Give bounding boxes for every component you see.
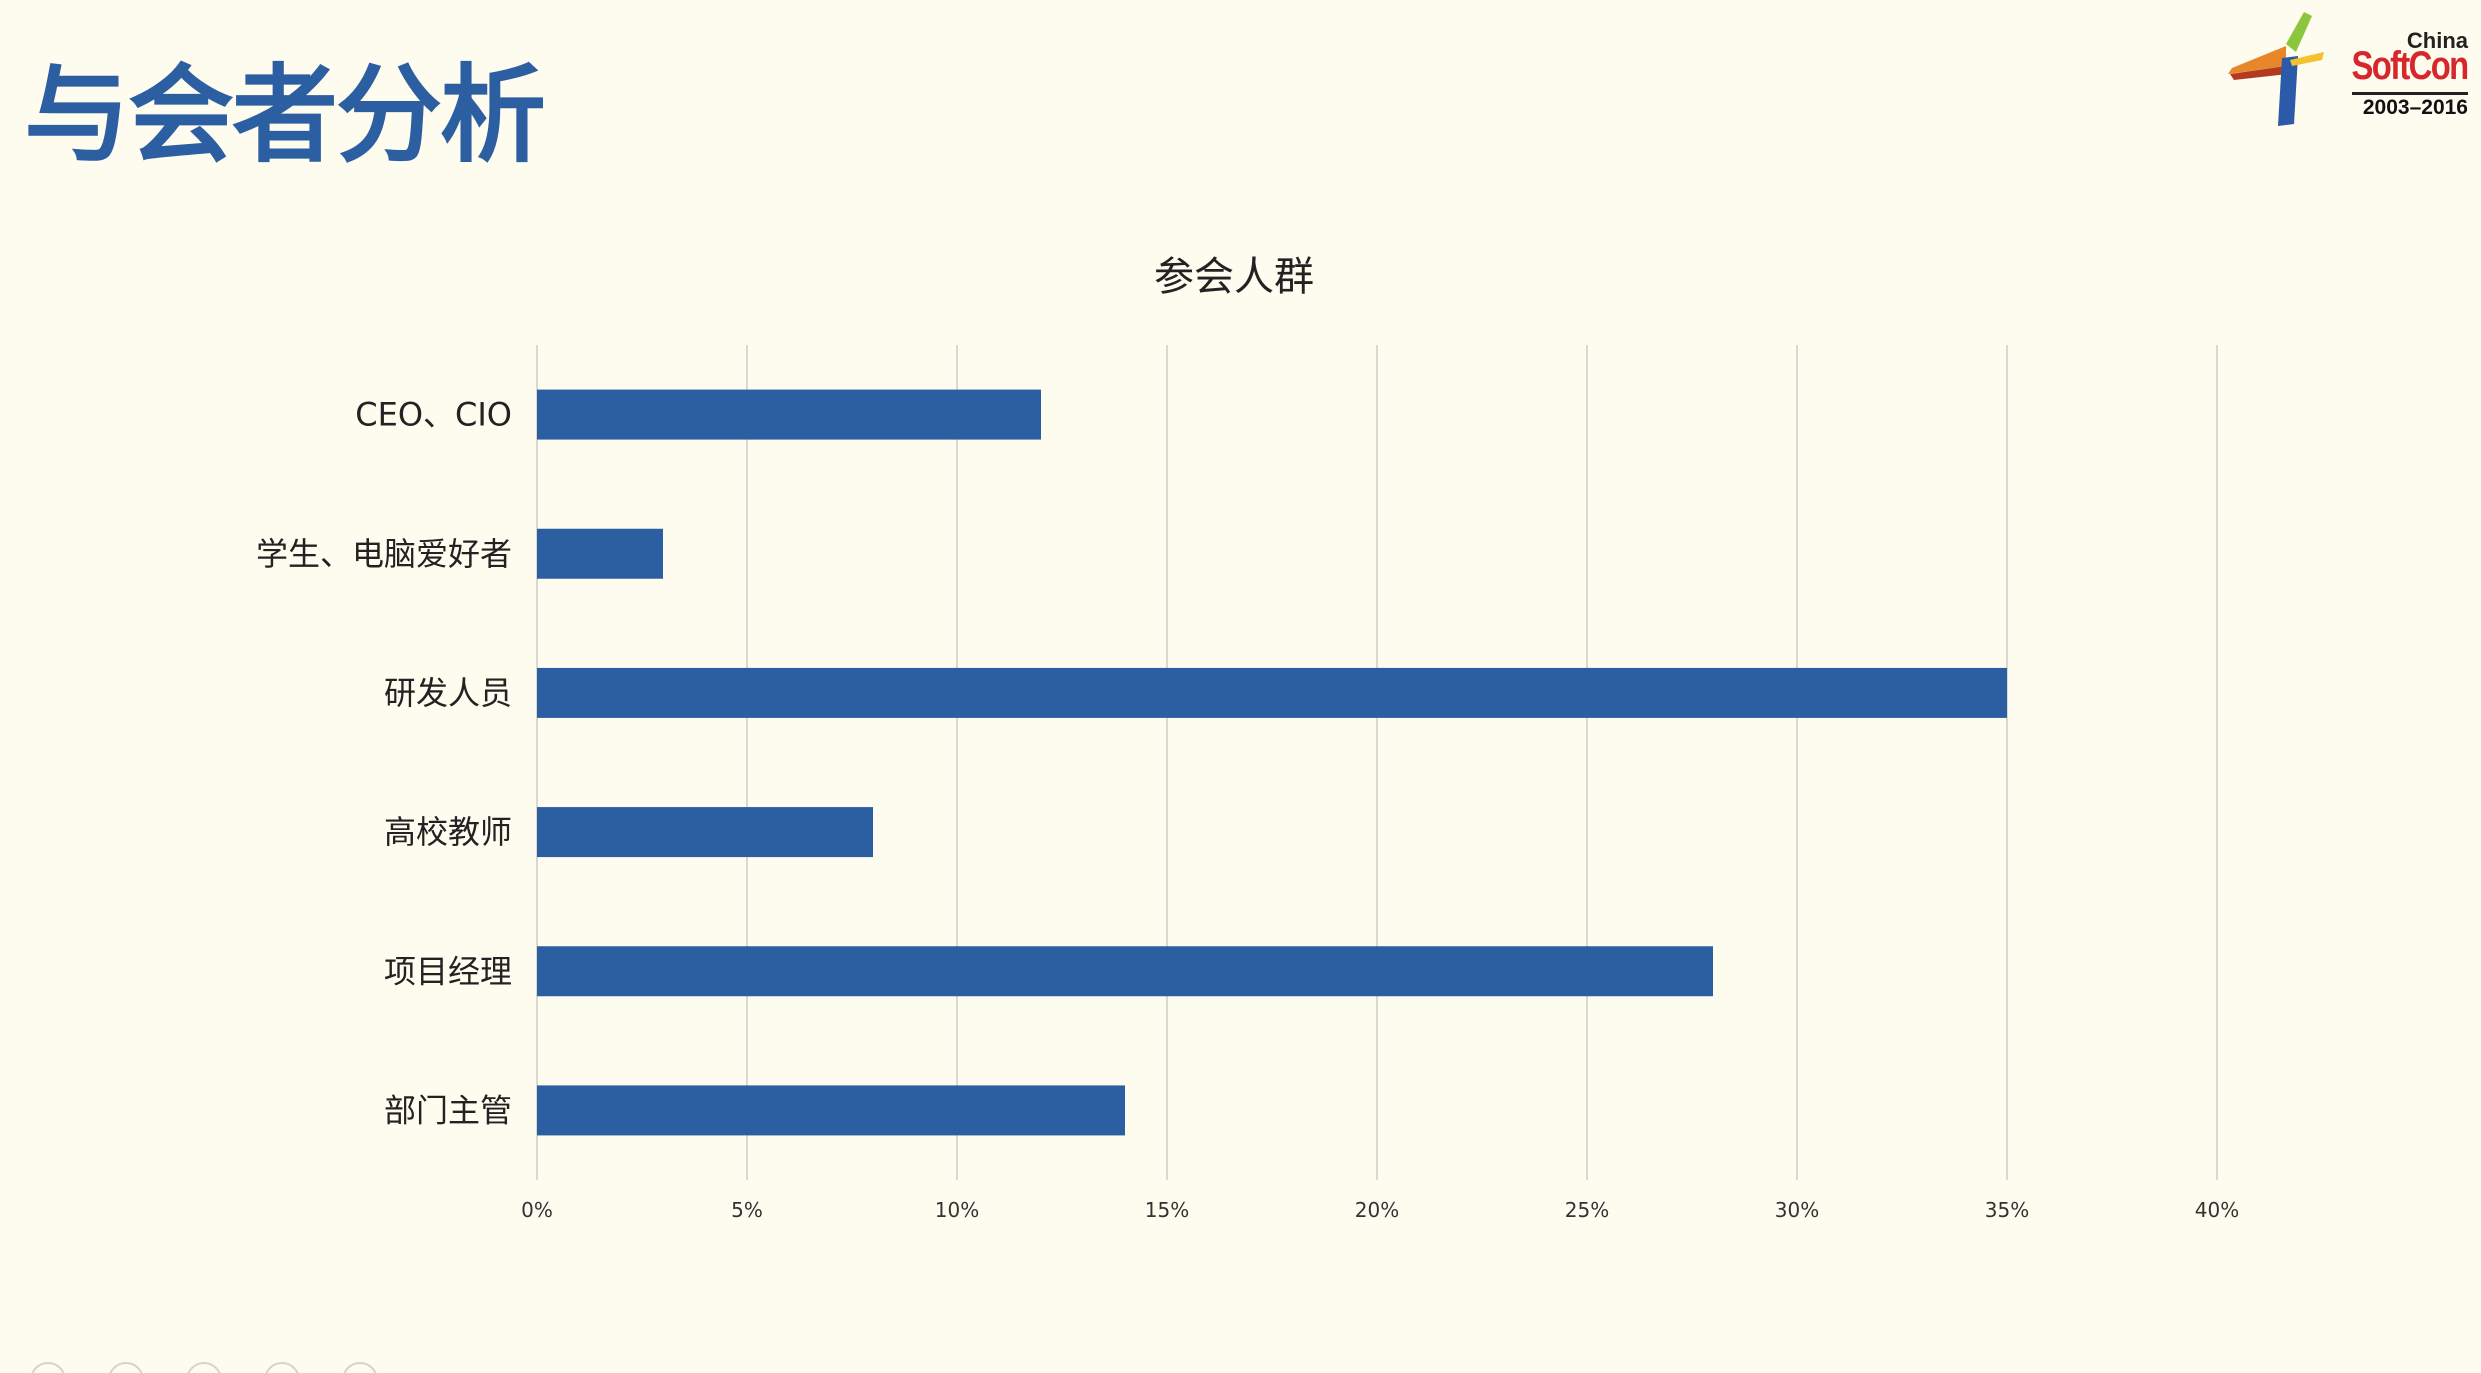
x-tick-label: 5% bbox=[731, 1198, 763, 1222]
logo-divider bbox=[2352, 92, 2468, 95]
bar bbox=[537, 528, 663, 579]
x-tick-label: 0% bbox=[521, 1198, 553, 1222]
x-tick-label: 25% bbox=[1565, 1198, 1609, 1222]
logo-region-text: China bbox=[2406, 28, 2468, 53]
category-label: 高校教师 bbox=[384, 813, 512, 851]
slide-title: 与会者分析 bbox=[24, 54, 546, 177]
logo-brand-text: SoftCon bbox=[2351, 44, 2470, 88]
chart-tick-labels: 0% 5% 10% 15% 20% 25% 30% 35% 40% bbox=[521, 1198, 2239, 1222]
logo-years-text: 2003–2016 bbox=[2362, 96, 2468, 119]
category-label: 项目经理 bbox=[384, 952, 512, 990]
bar bbox=[537, 389, 1041, 440]
x-tick-label: 30% bbox=[1775, 1198, 1819, 1222]
softcon-logo: China SoftCon 2003–2016 bbox=[2226, 8, 2472, 128]
pinwheel-logo-icon bbox=[2228, 12, 2324, 126]
bar bbox=[537, 667, 2007, 718]
x-tick-label: 10% bbox=[935, 1198, 979, 1222]
category-label: 部门主管 bbox=[384, 1091, 512, 1129]
x-tick-label: 40% bbox=[2195, 1198, 2239, 1222]
bar bbox=[537, 807, 873, 858]
x-tick-label: 15% bbox=[1145, 1198, 1189, 1222]
category-label: 研发人员 bbox=[384, 674, 512, 712]
x-tick-label: 35% bbox=[1985, 1198, 2029, 1222]
chart-bars bbox=[537, 389, 2007, 1136]
x-tick-label: 20% bbox=[1355, 1198, 1399, 1222]
chart-title: 参会人群 bbox=[1154, 254, 1314, 300]
bar bbox=[537, 946, 1713, 997]
chart-gridlines bbox=[536, 345, 2218, 1180]
category-label: CEO、CIO bbox=[355, 396, 512, 434]
bar bbox=[537, 1085, 1125, 1136]
category-label: 学生、电脑爱好者 bbox=[256, 535, 512, 573]
